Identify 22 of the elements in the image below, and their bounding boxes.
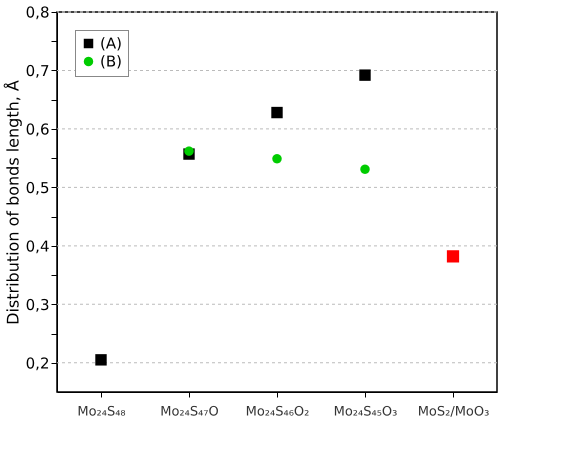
y-tick-label: 0,3: [26, 296, 50, 314]
point: [359, 69, 371, 81]
legend-label: (B): [100, 52, 122, 70]
y-tick-label: 0,2: [26, 354, 50, 372]
x-tick-label: MoS₂/MoO₃: [418, 404, 490, 420]
legend-label: (A): [100, 34, 122, 52]
x-tick-label: Mo₂₄S₄₇O: [160, 404, 219, 420]
x-tick-label: Mo₂₄S₄₈: [77, 404, 126, 420]
y-tick-label: 0,8: [26, 4, 50, 22]
point: [95, 354, 107, 366]
y-tick-label: 0,5: [26, 178, 50, 197]
x-tick-label: Mo₂₄S₄₆O₂: [246, 404, 310, 420]
y-tick-label: 0,4: [26, 237, 50, 256]
y-tick-label: 0,7: [26, 62, 50, 80]
point: [360, 164, 370, 174]
point: [272, 154, 282, 164]
point: [446, 250, 460, 262]
point: [271, 106, 283, 118]
y-tick-label: 0,6: [26, 120, 50, 138]
y-axis-title: Distribution of bonds length, Å: [4, 80, 23, 325]
point: [184, 146, 194, 156]
x-tick-label: Mo₂₄S₄₅O₃: [334, 404, 398, 420]
